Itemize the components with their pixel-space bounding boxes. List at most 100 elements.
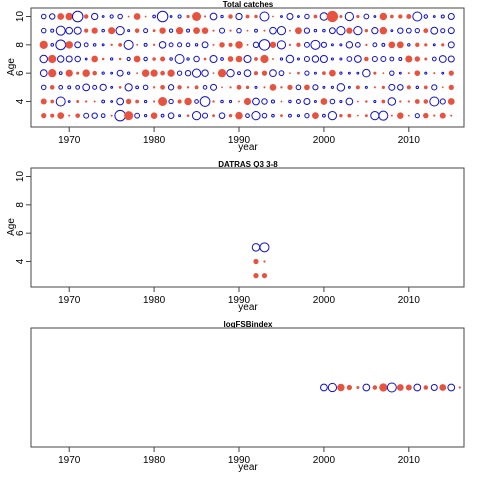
y-tick-label: 8 xyxy=(15,42,26,48)
residual-bubble xyxy=(288,43,292,46)
residual-bubble xyxy=(174,54,185,64)
residual-bubble xyxy=(372,385,378,390)
residual-bubble xyxy=(156,10,169,23)
y-axis-ticks: 4 6 8 10 xyxy=(15,171,31,264)
residual-bubble xyxy=(389,56,395,62)
plot-frame xyxy=(30,327,465,448)
residual-bubble xyxy=(303,55,310,63)
residual-bubble xyxy=(127,29,131,33)
residual-bubble xyxy=(177,42,183,48)
x-axis-label: year xyxy=(238,302,258,313)
residual-bubble xyxy=(356,386,360,389)
residual-bubble xyxy=(414,28,420,34)
residual-bubble xyxy=(58,84,64,90)
residual-bubble xyxy=(245,14,250,19)
residual-bubble xyxy=(118,42,123,47)
residual-bubble xyxy=(398,57,403,61)
residual-bubble xyxy=(65,26,74,35)
residual-bubble xyxy=(414,56,421,62)
residual-bubble xyxy=(330,57,334,61)
residual-bubble xyxy=(126,71,131,75)
residual-bubble xyxy=(219,42,225,48)
residual-bubble xyxy=(339,43,343,47)
residual-bubble xyxy=(431,84,438,91)
residual-bubble xyxy=(168,42,174,48)
residual-bubble xyxy=(150,112,158,119)
residual-bubble xyxy=(167,112,175,119)
residual-bubble xyxy=(386,382,397,393)
residual-bubble xyxy=(55,25,66,36)
residual-bubble xyxy=(84,28,89,33)
residual-bubble xyxy=(178,114,182,118)
residual-bubble xyxy=(99,83,107,91)
residual-bubble xyxy=(57,55,65,63)
residual-bubble xyxy=(245,113,250,119)
residual-bubble xyxy=(379,12,388,21)
residual-bubble xyxy=(41,113,47,119)
residual-bubble xyxy=(243,54,252,64)
residual-bubble xyxy=(203,15,207,18)
residual-bubble xyxy=(379,383,388,392)
residual-bubble xyxy=(269,83,277,91)
residual-bubble xyxy=(144,15,147,18)
residual-bubble xyxy=(339,71,343,75)
residual-bubble xyxy=(339,57,343,61)
residual-bubble xyxy=(252,97,260,106)
residual-bubble xyxy=(40,27,47,34)
residual-bubble xyxy=(253,258,259,265)
residual-bubble xyxy=(387,97,397,106)
residual-bubble xyxy=(186,28,191,33)
residual-bubble xyxy=(75,113,81,118)
residual-bubble xyxy=(50,113,55,118)
x-axis-ticks: 1970 1980 1990 2000 2010 xyxy=(58,127,420,146)
residual-bubble xyxy=(177,85,182,90)
residual-bubble xyxy=(373,99,377,104)
residual-bubble xyxy=(92,84,98,90)
residual-bubble xyxy=(110,100,114,103)
residual-bubble xyxy=(280,86,283,89)
residual-bubble xyxy=(326,10,339,23)
residual-bubble xyxy=(39,69,48,78)
residual-bubble xyxy=(304,112,310,119)
residual-bubble xyxy=(123,39,134,50)
residual-bubble xyxy=(65,69,73,77)
residual-bubble xyxy=(251,243,261,252)
residual-bubble xyxy=(167,69,175,77)
residual-bubble xyxy=(134,112,141,119)
bubble-marks xyxy=(320,382,461,393)
residual-bubble xyxy=(288,99,292,104)
residual-bubble xyxy=(353,55,362,63)
x-tick-label: 2000 xyxy=(313,455,336,466)
residual-bubble xyxy=(243,97,252,106)
residual-bubble xyxy=(263,260,266,263)
panel-datras-q3: DATRAS Q3 3-8 1970 1980 1990 2000 2010 4 6 8 10… xyxy=(6,160,465,313)
residual-bubble xyxy=(235,55,243,63)
x-tick-label: 2010 xyxy=(398,455,421,466)
residual-bubble xyxy=(336,26,346,36)
residual-bubble xyxy=(203,57,207,61)
residual-bubble xyxy=(118,85,122,89)
residual-bubble xyxy=(313,14,318,19)
residual-bubble xyxy=(296,114,301,118)
residual-bubble xyxy=(91,12,99,21)
residual-bubble xyxy=(254,85,258,89)
residual-bubble xyxy=(251,111,261,121)
residual-bubble xyxy=(347,71,351,75)
residual-bubble xyxy=(110,71,114,75)
residual-bubble xyxy=(220,99,224,104)
residual-bubble xyxy=(186,14,190,19)
panel-total-catches: Total catches 1970 1980 1990 2000 2010 4 6 8 10… xyxy=(6,0,465,153)
residual-bubble xyxy=(296,42,301,47)
residual-bubble xyxy=(73,26,82,35)
residual-bubble xyxy=(320,98,328,105)
residual-bubble xyxy=(91,27,98,34)
residual-bubble xyxy=(116,69,124,77)
residual-bubble xyxy=(355,42,361,48)
residual-bubble xyxy=(424,57,428,61)
residual-bubble xyxy=(320,41,327,48)
residual-bubble xyxy=(143,42,148,47)
residual-bubble xyxy=(304,70,310,76)
y-axis-label: Age xyxy=(6,218,17,236)
residual-bubble xyxy=(209,12,218,21)
residual-bubble xyxy=(184,69,192,77)
